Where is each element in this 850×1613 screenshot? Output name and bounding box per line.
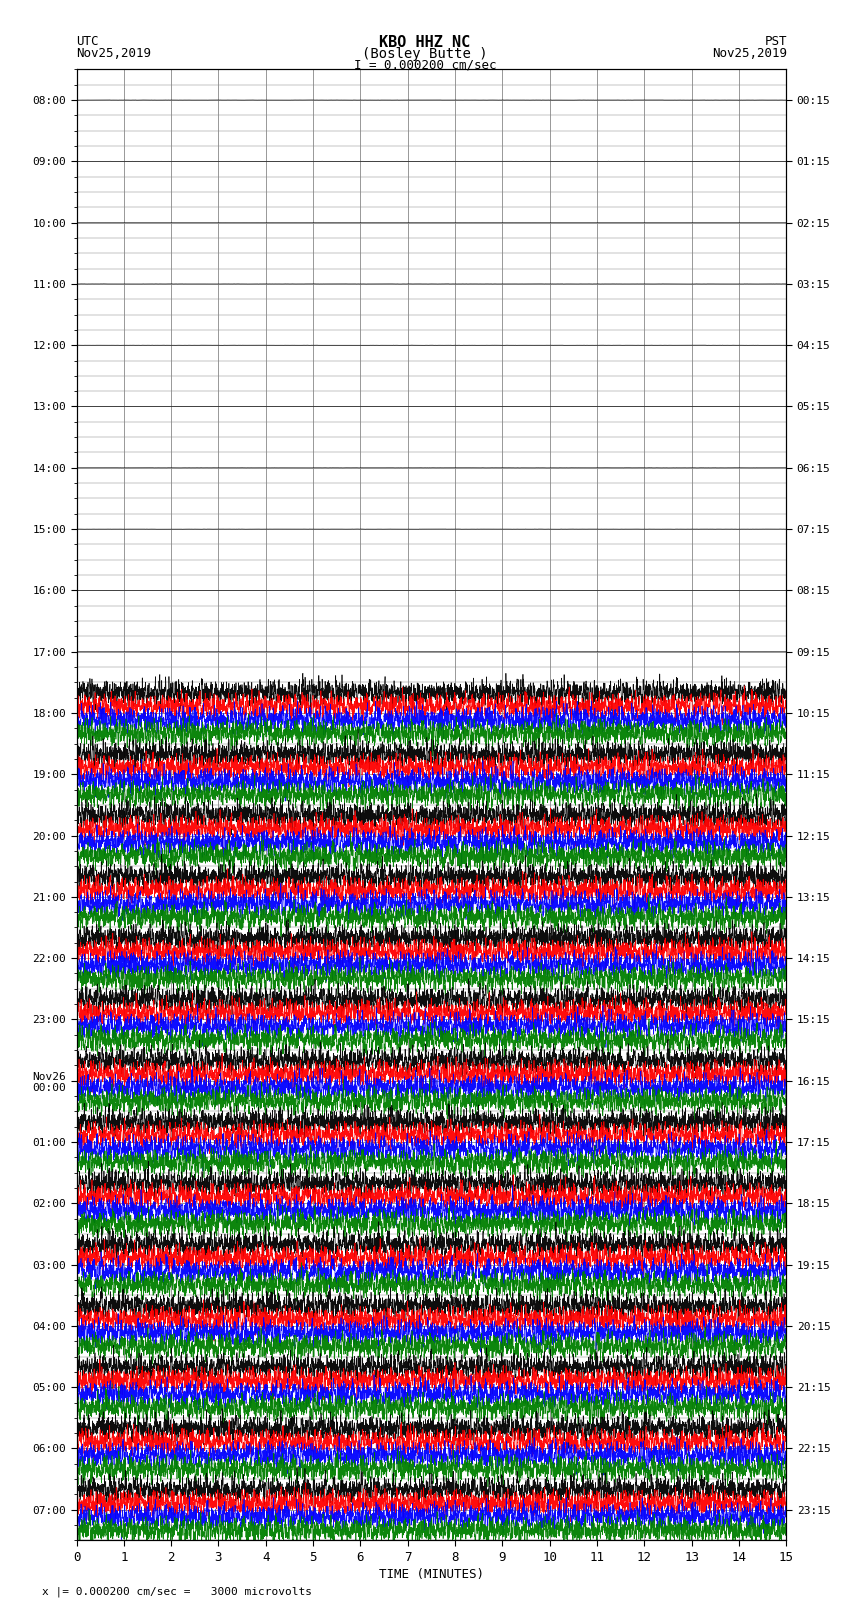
Text: PST: PST <box>765 35 787 48</box>
Text: x |= 0.000200 cm/sec =   3000 microvolts: x |= 0.000200 cm/sec = 3000 microvolts <box>42 1586 313 1597</box>
Text: UTC: UTC <box>76 35 99 48</box>
Text: I = 0.000200 cm/sec: I = 0.000200 cm/sec <box>354 58 496 71</box>
Text: Nov25,2019: Nov25,2019 <box>76 47 151 60</box>
X-axis label: TIME (MINUTES): TIME (MINUTES) <box>379 1568 484 1581</box>
Text: (Bosley Butte ): (Bosley Butte ) <box>362 47 488 61</box>
Text: Nov25,2019: Nov25,2019 <box>712 47 787 60</box>
Text: KBO HHZ NC: KBO HHZ NC <box>379 35 471 50</box>
